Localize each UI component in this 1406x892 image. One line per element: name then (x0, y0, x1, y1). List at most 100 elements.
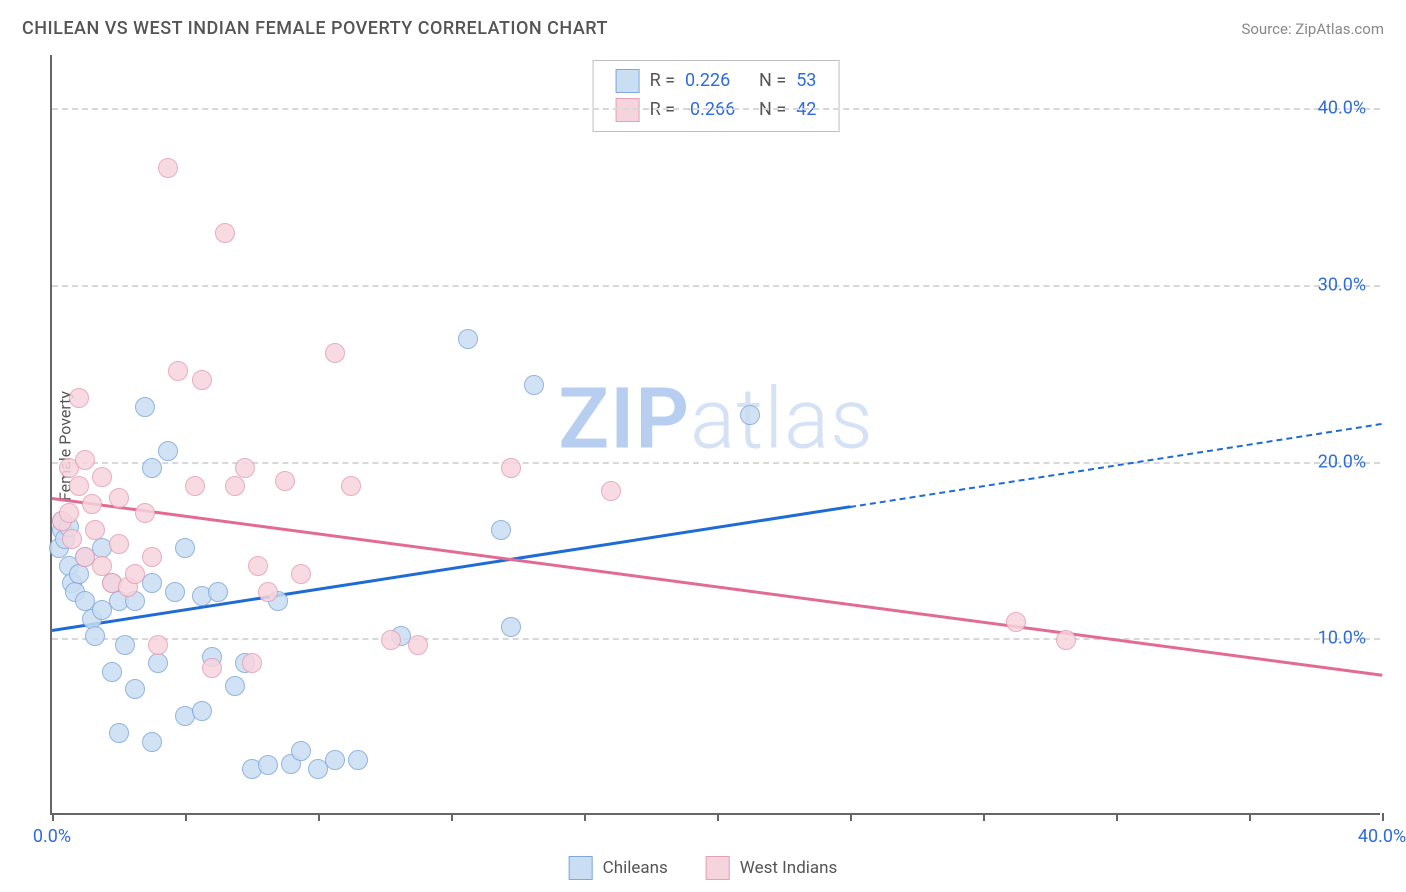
scatter-plot-area: ZIPatlas R = 0.226 N = 53 R = -0.266 N = 42 10.… (50, 55, 1380, 815)
data-point (168, 361, 188, 381)
x-tick-mark (1382, 813, 1384, 821)
data-point (85, 520, 105, 540)
data-point (501, 617, 521, 637)
x-tick-mark (1249, 813, 1251, 821)
data-point (109, 534, 129, 554)
data-point (115, 635, 135, 655)
x-tick-mark (52, 813, 54, 821)
r-value: -0.266 (685, 96, 749, 125)
x-tick-mark (983, 813, 985, 821)
data-point (601, 481, 621, 501)
data-point (208, 582, 228, 602)
data-point (524, 375, 544, 395)
data-point (82, 494, 102, 514)
data-point (185, 476, 205, 496)
data-point (192, 370, 212, 390)
series-legend-item: West Indians (706, 856, 838, 880)
data-point (125, 564, 145, 584)
series-label: Chileans (603, 858, 668, 878)
x-tick-mark (1116, 813, 1118, 821)
trend-line (52, 506, 850, 632)
data-point (325, 750, 345, 770)
watermark-text: ZIPatlas (558, 369, 873, 468)
n-value: 53 (796, 67, 816, 96)
legend-swatch (706, 856, 730, 880)
data-point (69, 476, 89, 496)
x-tick-label: 0.0% (33, 826, 71, 847)
data-point (348, 750, 368, 770)
gridline (52, 638, 1380, 640)
n-label: N = (759, 96, 786, 125)
x-tick-mark (185, 813, 187, 821)
series-legend: Chileans West Indians (569, 856, 838, 880)
y-tick-label: 30.0% (1318, 274, 1366, 295)
data-point (1006, 612, 1026, 632)
data-point (242, 653, 262, 673)
gridline (52, 108, 1380, 110)
data-point (92, 467, 112, 487)
data-point (109, 723, 129, 743)
x-tick-mark (850, 813, 852, 821)
legend-swatch (569, 856, 593, 880)
legend-swatch (616, 98, 640, 122)
data-point (192, 701, 212, 721)
trend-line (52, 497, 1382, 676)
data-point (740, 405, 760, 425)
data-point (491, 520, 511, 540)
data-point (458, 329, 478, 349)
data-point (215, 223, 235, 243)
data-point (62, 529, 82, 549)
x-tick-mark (318, 813, 320, 821)
data-point (341, 476, 361, 496)
x-tick-mark (717, 813, 719, 821)
data-point (148, 653, 168, 673)
data-point (59, 503, 79, 523)
data-point (291, 564, 311, 584)
data-point (69, 388, 89, 408)
data-point (275, 471, 295, 491)
data-point (69, 564, 89, 584)
data-point (235, 458, 255, 478)
legend-swatch (616, 69, 640, 93)
y-tick-label: 40.0% (1318, 98, 1366, 119)
series-legend-item: Chileans (569, 856, 668, 880)
data-point (142, 547, 162, 567)
legend-row: R = 0.226 N = 53 (616, 67, 817, 96)
x-tick-mark (451, 813, 453, 821)
data-point (202, 658, 222, 678)
y-tick-label: 20.0% (1318, 451, 1366, 472)
n-value: 42 (796, 96, 816, 125)
data-point (135, 397, 155, 417)
data-point (291, 741, 311, 761)
data-point (175, 538, 195, 558)
data-point (135, 503, 155, 523)
data-point (85, 626, 105, 646)
chart-title: CHILEAN VS WEST INDIAN FEMALE POVERTY CO… (22, 18, 608, 39)
gridline (52, 285, 1380, 287)
data-point (1056, 630, 1076, 650)
r-label: R = (650, 96, 675, 125)
data-point (248, 556, 268, 576)
r-label: R = (650, 67, 675, 96)
data-point (148, 635, 168, 655)
data-point (325, 343, 345, 363)
data-point (142, 458, 162, 478)
data-point (258, 755, 278, 775)
series-label: West Indians (740, 858, 838, 878)
data-point (165, 582, 185, 602)
data-point (125, 679, 145, 699)
correlation-legend: R = 0.226 N = 53 R = -0.266 N = 42 (593, 60, 840, 132)
y-tick-label: 10.0% (1318, 628, 1366, 649)
n-label: N = (759, 67, 786, 96)
r-value: 0.226 (685, 67, 749, 96)
data-point (225, 476, 245, 496)
chart-header: CHILEAN VS WEST INDIAN FEMALE POVERTY CO… (22, 18, 1384, 39)
data-point (225, 676, 245, 696)
data-point (258, 582, 278, 602)
data-point (109, 488, 129, 508)
x-tick-label: 40.0% (1358, 826, 1406, 847)
data-point (408, 635, 428, 655)
data-point (142, 732, 162, 752)
trend-line (850, 423, 1382, 508)
data-point (158, 158, 178, 178)
